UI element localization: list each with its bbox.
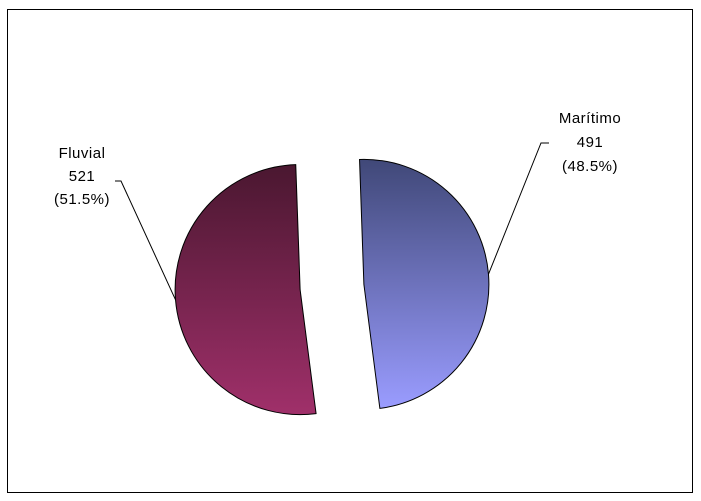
slice-percent-maritimo: (48.5%) [562,158,618,175]
data-label-fluvial: Fluvial 521 (51.5%) [54,145,110,208]
chart-frame [7,9,693,493]
slice-value-fluvial: 521 [69,168,96,185]
slice-label-maritimo: Marítimo [559,110,621,127]
data-label-maritimo: Marítimo 491 (48.5%) [559,110,621,175]
leader-line-fluvial [115,180,176,300]
slice-percent-fluvial: (51.5%) [54,191,110,208]
slice-label-fluvial: Fluvial [59,145,106,162]
leader-line-maritimo [488,142,549,275]
pie-slice-fluvial [174,164,317,416]
slice-value-maritimo: 491 [577,134,604,151]
pie-slice-maritimo [359,158,490,409]
